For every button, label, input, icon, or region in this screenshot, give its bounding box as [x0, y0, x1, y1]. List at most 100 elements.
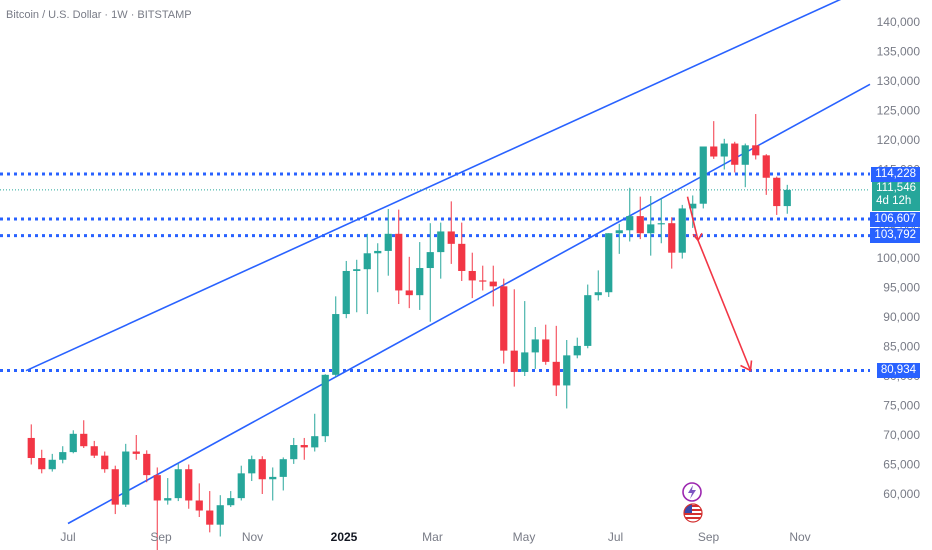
candle	[279, 457, 287, 491]
candle	[69, 430, 77, 454]
candle-body	[720, 143, 728, 157]
candle	[237, 465, 245, 501]
candle-body	[384, 233, 392, 251]
candle-body	[300, 445, 308, 448]
candle	[489, 265, 497, 307]
time-tick-label: Jul	[60, 530, 75, 544]
candle-body	[636, 216, 644, 234]
candle	[416, 242, 424, 310]
time-tick-label: Nov	[242, 530, 263, 544]
candle-body	[279, 459, 287, 477]
candle	[479, 265, 487, 291]
candle	[258, 456, 266, 494]
candle	[353, 259, 361, 313]
price-tick-label: 100,000	[877, 251, 921, 265]
price-tick-label: 125,000	[877, 104, 921, 118]
candle-body	[489, 281, 497, 287]
candle-body	[48, 459, 56, 470]
time-tick-label: Jul	[608, 530, 623, 544]
candle-body	[468, 270, 476, 281]
candle-body	[647, 224, 655, 234]
candle-body	[458, 243, 466, 271]
candle-body	[668, 223, 676, 253]
candle-body	[731, 143, 739, 165]
candle	[573, 337, 581, 359]
candle	[195, 483, 203, 518]
candle	[216, 495, 224, 537]
arrow-segment-2	[697, 240, 752, 371]
candle	[300, 437, 308, 460]
time-tick-label: Sep	[698, 530, 720, 544]
candle-body	[678, 208, 686, 253]
candle	[426, 223, 434, 322]
candle	[248, 455, 256, 482]
candle-body	[195, 500, 203, 511]
candle	[111, 465, 119, 515]
candle-body	[101, 455, 109, 470]
time-tick-label: May	[513, 530, 536, 544]
candle-body	[605, 233, 613, 293]
candle	[731, 141, 739, 173]
candle-body	[752, 145, 760, 156]
candle	[122, 443, 130, 507]
candle	[762, 154, 770, 195]
candle-body	[416, 268, 424, 296]
candle-body	[59, 452, 67, 460]
candle-body	[405, 290, 413, 296]
lightning-icon[interactable]	[681, 481, 703, 503]
candle	[374, 243, 382, 293]
candle	[164, 478, 172, 505]
us-flag-icon[interactable]	[682, 502, 704, 524]
price-tick-label: 130,000	[877, 74, 921, 88]
candles	[27, 114, 791, 550]
candle-body	[510, 350, 518, 372]
candle	[269, 467, 277, 501]
candle-body	[248, 459, 256, 474]
time-axis[interactable]: Jul Sep Nov 2025 Mar May Jul Sep Nov	[60, 530, 810, 544]
candle	[563, 340, 571, 409]
candle	[720, 138, 728, 170]
candle-body	[332, 314, 340, 375]
candle-body	[363, 253, 371, 270]
price-tick-label: 135,000	[877, 45, 921, 59]
candle	[773, 176, 781, 215]
candle	[521, 301, 529, 376]
candle	[206, 491, 214, 533]
candle	[342, 260, 350, 319]
candle-body	[563, 355, 571, 386]
candle-body	[153, 475, 161, 501]
candle	[594, 270, 602, 301]
candle	[689, 195, 697, 228]
projection-arrow	[686, 196, 753, 372]
candle	[657, 198, 665, 244]
candle	[710, 121, 718, 159]
price-axis[interactable]: 140,000135,000130,000125,000120,000115,0…	[877, 15, 921, 501]
candle	[437, 222, 445, 279]
horizontal-levels	[0, 172, 870, 372]
candle-body	[542, 339, 550, 362]
candle-body	[374, 250, 382, 254]
candle-body	[447, 231, 455, 244]
candle	[458, 222, 466, 282]
candle-body	[132, 451, 140, 454]
time-tick-label: Nov	[789, 530, 810, 544]
price-tick-label: 120,000	[877, 133, 921, 147]
candle-body	[227, 498, 235, 506]
candle	[447, 201, 455, 264]
candle-body	[122, 451, 130, 505]
candle-body	[500, 286, 508, 351]
candle	[395, 209, 403, 305]
candle-body	[584, 295, 592, 346]
candle	[531, 327, 539, 369]
candle	[59, 446, 67, 464]
candle	[174, 463, 182, 502]
candle	[185, 464, 193, 509]
level-badge: 80,934	[876, 362, 920, 378]
candle	[510, 289, 518, 387]
candle	[552, 325, 560, 397]
candle-body	[216, 505, 224, 525]
candle	[321, 374, 329, 443]
candle-body	[342, 270, 350, 315]
